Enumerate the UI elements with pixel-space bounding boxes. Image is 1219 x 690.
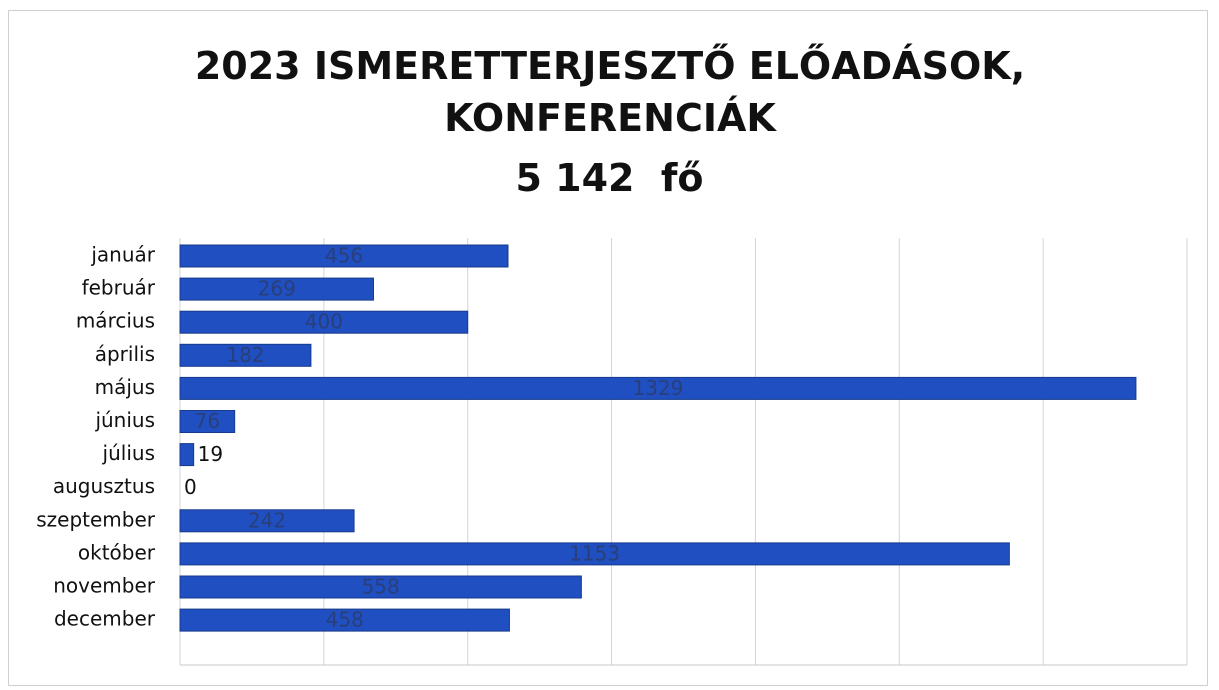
y-tick-label: december	[54, 607, 156, 631]
data-label: 19	[198, 442, 223, 466]
bar	[179, 343, 312, 367]
y-tick-label: március	[76, 309, 155, 333]
data-label: 0	[184, 475, 197, 499]
bar	[179, 277, 374, 301]
chart-frame	[8, 10, 1208, 686]
y-tick-label: február	[82, 276, 156, 300]
y-tick-label: május	[95, 375, 155, 399]
y-tick-label: augusztus	[53, 474, 155, 498]
y-tick-label: november	[53, 574, 156, 598]
data-label: 558	[362, 575, 400, 599]
bar	[179, 310, 469, 334]
data-label: 456	[325, 244, 363, 268]
bar	[179, 542, 1010, 566]
data-label: 182	[226, 343, 264, 367]
y-tick-label: július	[102, 441, 155, 465]
y-tick-label: április	[95, 342, 155, 366]
chart-title: 2023 ISMERETTERJESZTŐ ELŐADÁSOK, KONFERE…	[194, 44, 1026, 140]
y-tick-label: június	[94, 408, 155, 432]
data-label: 400	[305, 310, 343, 334]
bar	[179, 376, 1137, 400]
bar	[179, 608, 510, 632]
bar	[179, 410, 236, 433]
chart-subtitle: 5 142 fő	[515, 156, 704, 200]
y-tick-label: október	[78, 540, 156, 564]
data-label: 269	[258, 277, 296, 301]
data-label: 1329	[633, 376, 684, 400]
y-tick-label: január	[90, 243, 155, 267]
bar	[179, 244, 509, 268]
bar	[179, 575, 582, 599]
data-label: 1153	[569, 541, 620, 565]
data-label: 76	[195, 409, 220, 433]
bar	[179, 443, 195, 467]
y-tick-label: szeptember	[36, 507, 156, 531]
data-label: 242	[248, 508, 286, 532]
data-label: 458	[326, 608, 364, 632]
bar	[179, 509, 355, 533]
